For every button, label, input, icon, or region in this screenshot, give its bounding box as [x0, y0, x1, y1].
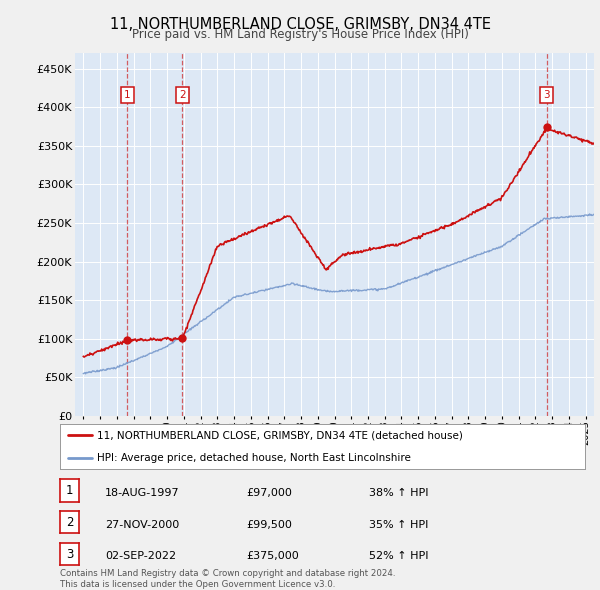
Text: 18-AUG-1997: 18-AUG-1997	[105, 488, 179, 497]
Text: 11, NORTHUMBERLAND CLOSE, GRIMSBY, DN34 4TE: 11, NORTHUMBERLAND CLOSE, GRIMSBY, DN34 …	[110, 17, 491, 31]
Text: 27-NOV-2000: 27-NOV-2000	[105, 520, 179, 529]
Text: 11, NORTHUMBERLAND CLOSE, GRIMSBY, DN34 4TE (detached house): 11, NORTHUMBERLAND CLOSE, GRIMSBY, DN34 …	[97, 431, 463, 440]
Text: £375,000: £375,000	[246, 552, 299, 561]
Text: 3: 3	[66, 548, 73, 560]
Text: 38% ↑ HPI: 38% ↑ HPI	[369, 488, 428, 497]
Text: 52% ↑ HPI: 52% ↑ HPI	[369, 552, 428, 561]
Text: 2: 2	[179, 90, 186, 100]
Text: Contains HM Land Registry data © Crown copyright and database right 2024.
This d: Contains HM Land Registry data © Crown c…	[60, 569, 395, 589]
Text: Price paid vs. HM Land Registry's House Price Index (HPI): Price paid vs. HM Land Registry's House …	[131, 28, 469, 41]
Text: 3: 3	[544, 90, 550, 100]
Text: HPI: Average price, detached house, North East Lincolnshire: HPI: Average price, detached house, Nort…	[97, 453, 410, 463]
Text: 02-SEP-2022: 02-SEP-2022	[105, 552, 176, 561]
Text: 1: 1	[66, 484, 73, 497]
Text: 35% ↑ HPI: 35% ↑ HPI	[369, 520, 428, 529]
Text: £99,500: £99,500	[246, 520, 292, 529]
Text: 1: 1	[124, 90, 131, 100]
Text: 2: 2	[66, 516, 73, 529]
Text: £97,000: £97,000	[246, 488, 292, 497]
